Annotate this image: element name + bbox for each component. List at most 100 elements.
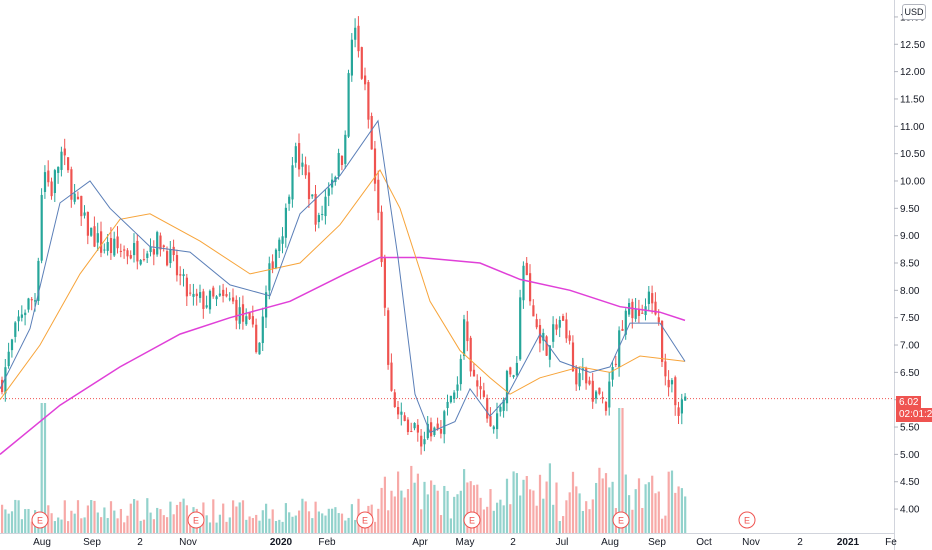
candle-body <box>430 422 433 437</box>
volume-bar <box>4 509 7 533</box>
volume-bar <box>595 482 598 533</box>
candle-body <box>30 299 33 301</box>
candle-body <box>604 401 608 411</box>
candle-body <box>235 299 238 321</box>
candle-body <box>80 195 83 217</box>
candle-body <box>479 386 482 390</box>
candle-body <box>618 330 621 368</box>
volume-bar <box>403 497 406 533</box>
candle-body <box>10 339 14 351</box>
candle-body <box>70 169 73 200</box>
volume-bar <box>347 517 350 533</box>
candle-body <box>420 435 423 447</box>
candle-body <box>519 297 522 360</box>
volume-bar <box>238 502 241 533</box>
volume-bar <box>258 520 261 533</box>
volume-bar <box>73 513 76 533</box>
volume-bar <box>205 515 208 533</box>
candle-body <box>591 380 594 402</box>
candle-body <box>347 73 350 137</box>
volume-bar <box>1 504 4 533</box>
volume-bar <box>654 493 657 533</box>
volume-bar <box>136 500 139 533</box>
candle-body <box>598 387 601 394</box>
candle-body <box>453 392 456 399</box>
volume-bar <box>377 508 380 533</box>
candle-body <box>634 308 637 319</box>
volume-bar <box>631 509 634 533</box>
candle-body <box>96 233 99 243</box>
candle-body <box>628 302 631 315</box>
candle-body <box>100 231 103 253</box>
candle-body <box>647 291 650 305</box>
volume-bar <box>380 487 383 533</box>
volume-bar <box>172 514 175 533</box>
candle-body <box>294 146 297 163</box>
time-tick-label: 2020 <box>270 537 293 548</box>
candle-body <box>265 292 268 318</box>
candle-body <box>476 380 479 387</box>
candle-body <box>492 426 495 430</box>
volume-bar <box>624 474 627 533</box>
candle-body <box>301 162 304 167</box>
candle-body <box>222 289 225 296</box>
volume-bar <box>562 516 565 533</box>
candle-body <box>189 292 192 294</box>
volume-bar <box>265 503 268 533</box>
price-tick-label: 9.00 <box>900 231 920 242</box>
earnings-label: E <box>362 516 368 526</box>
candle-body <box>489 416 492 427</box>
candle-body <box>324 196 327 217</box>
volume-bar <box>321 513 324 533</box>
volume-bar <box>126 515 129 533</box>
volume-bar <box>644 484 647 533</box>
time-tick-label: Aug <box>33 537 51 548</box>
volume-bar <box>298 510 301 533</box>
volume-bar <box>30 521 33 533</box>
candle-body <box>50 181 53 197</box>
currency-label[interactable]: USD <box>902 4 926 20</box>
candle-body <box>661 320 664 362</box>
candle-body <box>40 194 43 261</box>
candle-body <box>139 259 142 265</box>
candle-body <box>555 324 558 330</box>
price-tick-label: 10.00 <box>900 176 925 187</box>
volume-bar <box>628 495 631 533</box>
candle-body <box>496 413 499 430</box>
volume-bar <box>301 498 304 533</box>
candle-body <box>472 369 476 377</box>
candle-body <box>383 258 386 308</box>
candle-body <box>354 27 357 40</box>
candle-body <box>4 367 7 394</box>
volume-bar <box>519 495 522 533</box>
volume-bar <box>218 514 221 533</box>
candle-body <box>512 375 515 377</box>
candle-body <box>298 143 301 170</box>
candle-body <box>284 207 287 238</box>
volume-bar <box>430 480 433 533</box>
candle-body <box>7 351 10 367</box>
candle-body <box>172 246 175 256</box>
candle-body <box>588 380 591 385</box>
volume-bar <box>20 519 23 533</box>
candle-body <box>245 316 248 325</box>
volume-bar <box>661 518 664 533</box>
candle-body <box>571 342 575 372</box>
candle-body <box>142 259 146 261</box>
ma-slow-line <box>0 256 686 455</box>
volume-bar <box>327 508 330 533</box>
candle-body <box>195 293 198 297</box>
candle-body <box>423 439 426 445</box>
price-tick-label: 8.50 <box>900 259 920 270</box>
volume-bar <box>383 476 386 533</box>
candle-body <box>228 298 231 300</box>
earnings-label: E <box>193 516 199 526</box>
earnings-marker <box>187 511 205 529</box>
price-tick-label: 5.50 <box>900 423 920 434</box>
volume-bar <box>446 490 449 533</box>
volume-bar <box>647 482 650 533</box>
time-tick-label: Oct <box>696 537 712 548</box>
candle-body <box>651 293 654 304</box>
candle-body <box>482 390 485 397</box>
